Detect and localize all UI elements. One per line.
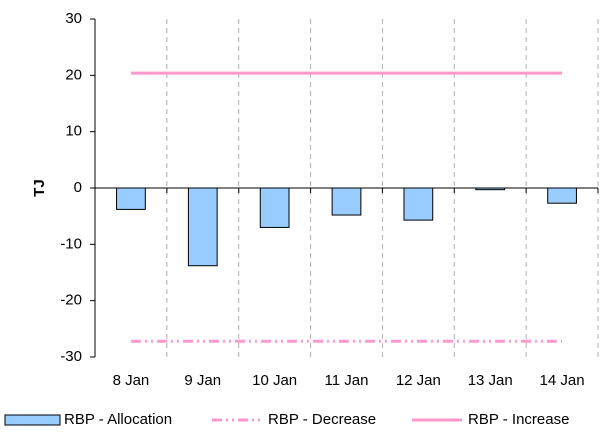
legend-swatch <box>4 414 61 426</box>
x-tick-label: 12 Jan <box>396 372 441 389</box>
y-tick-label: -30 <box>60 348 82 365</box>
legend-label: RBP - Decrease <box>268 411 376 428</box>
y-tick-label: 30 <box>65 10 82 27</box>
bar <box>259 187 290 228</box>
x-tick-label: 11 Jan <box>325 372 369 389</box>
x-tick-label: 8 Jan <box>113 372 150 389</box>
bar <box>547 187 577 204</box>
x-tick-label: 14 Jan <box>540 372 585 389</box>
y-tick-label: 0 <box>74 179 82 196</box>
y-axis-label: TJ <box>31 179 48 197</box>
y-tick-label: 10 <box>65 123 82 140</box>
bar <box>187 187 218 267</box>
y-tick-label: -20 <box>60 292 82 309</box>
bar <box>331 187 362 216</box>
bar <box>403 187 434 221</box>
y-tick-label: -10 <box>60 235 82 252</box>
legend-label: RBP - Allocation <box>64 411 172 428</box>
legend-label: RBP - Increase <box>468 411 569 428</box>
bar <box>475 187 506 191</box>
x-tick-label: 9 Jan <box>184 372 221 389</box>
x-tick-label: 13 Jan <box>468 372 513 389</box>
bar <box>116 187 146 210</box>
y-tick-label: 20 <box>65 66 82 83</box>
x-tick-label: 10 Jan <box>252 372 297 389</box>
